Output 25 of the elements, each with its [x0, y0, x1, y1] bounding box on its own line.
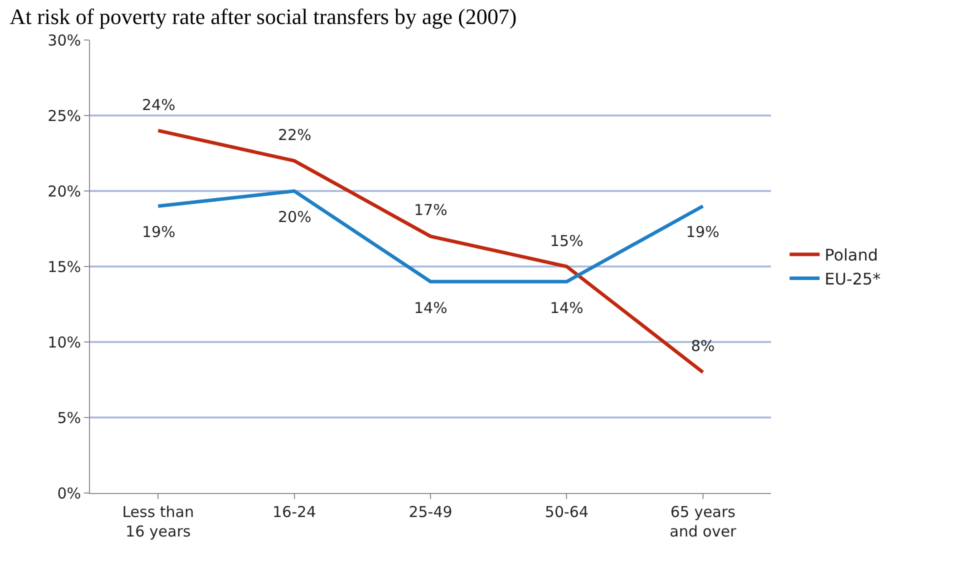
y-tick-label: 25% [48, 106, 81, 125]
data-label: 14% [550, 299, 584, 317]
data-label: 8% [691, 337, 715, 355]
x-tick-label: 65 years and over [670, 503, 737, 540]
y-tick-label: 10% [48, 333, 81, 352]
data-label: 19% [686, 223, 720, 241]
y-tick-label: 5% [57, 408, 81, 427]
y-tick-label: 30% [48, 31, 81, 50]
y-tick-label: 0% [57, 484, 81, 502]
x-tick-label: 25-49 [408, 503, 452, 521]
x-tick-label: 16-24 [272, 503, 316, 521]
data-label: 19% [142, 223, 176, 241]
data-label: 14% [414, 299, 448, 317]
y-tick-label: 20% [48, 182, 81, 200]
data-label: 22% [278, 126, 312, 144]
y-tick-label: 15% [48, 258, 81, 276]
x-tick-label: 50-64 [544, 503, 588, 521]
data-label: 17% [414, 201, 448, 219]
data-label: 15% [550, 232, 584, 250]
legend-label: Poland [824, 246, 878, 265]
legend-label: EU-25* [824, 269, 881, 288]
data-label: 24% [142, 96, 176, 114]
data-label: 20% [278, 208, 312, 226]
x-tick-label: Less than 16 years [122, 503, 194, 540]
chart-title: At risk of poverty rate after social transfers by age (2007) [10, 4, 517, 30]
